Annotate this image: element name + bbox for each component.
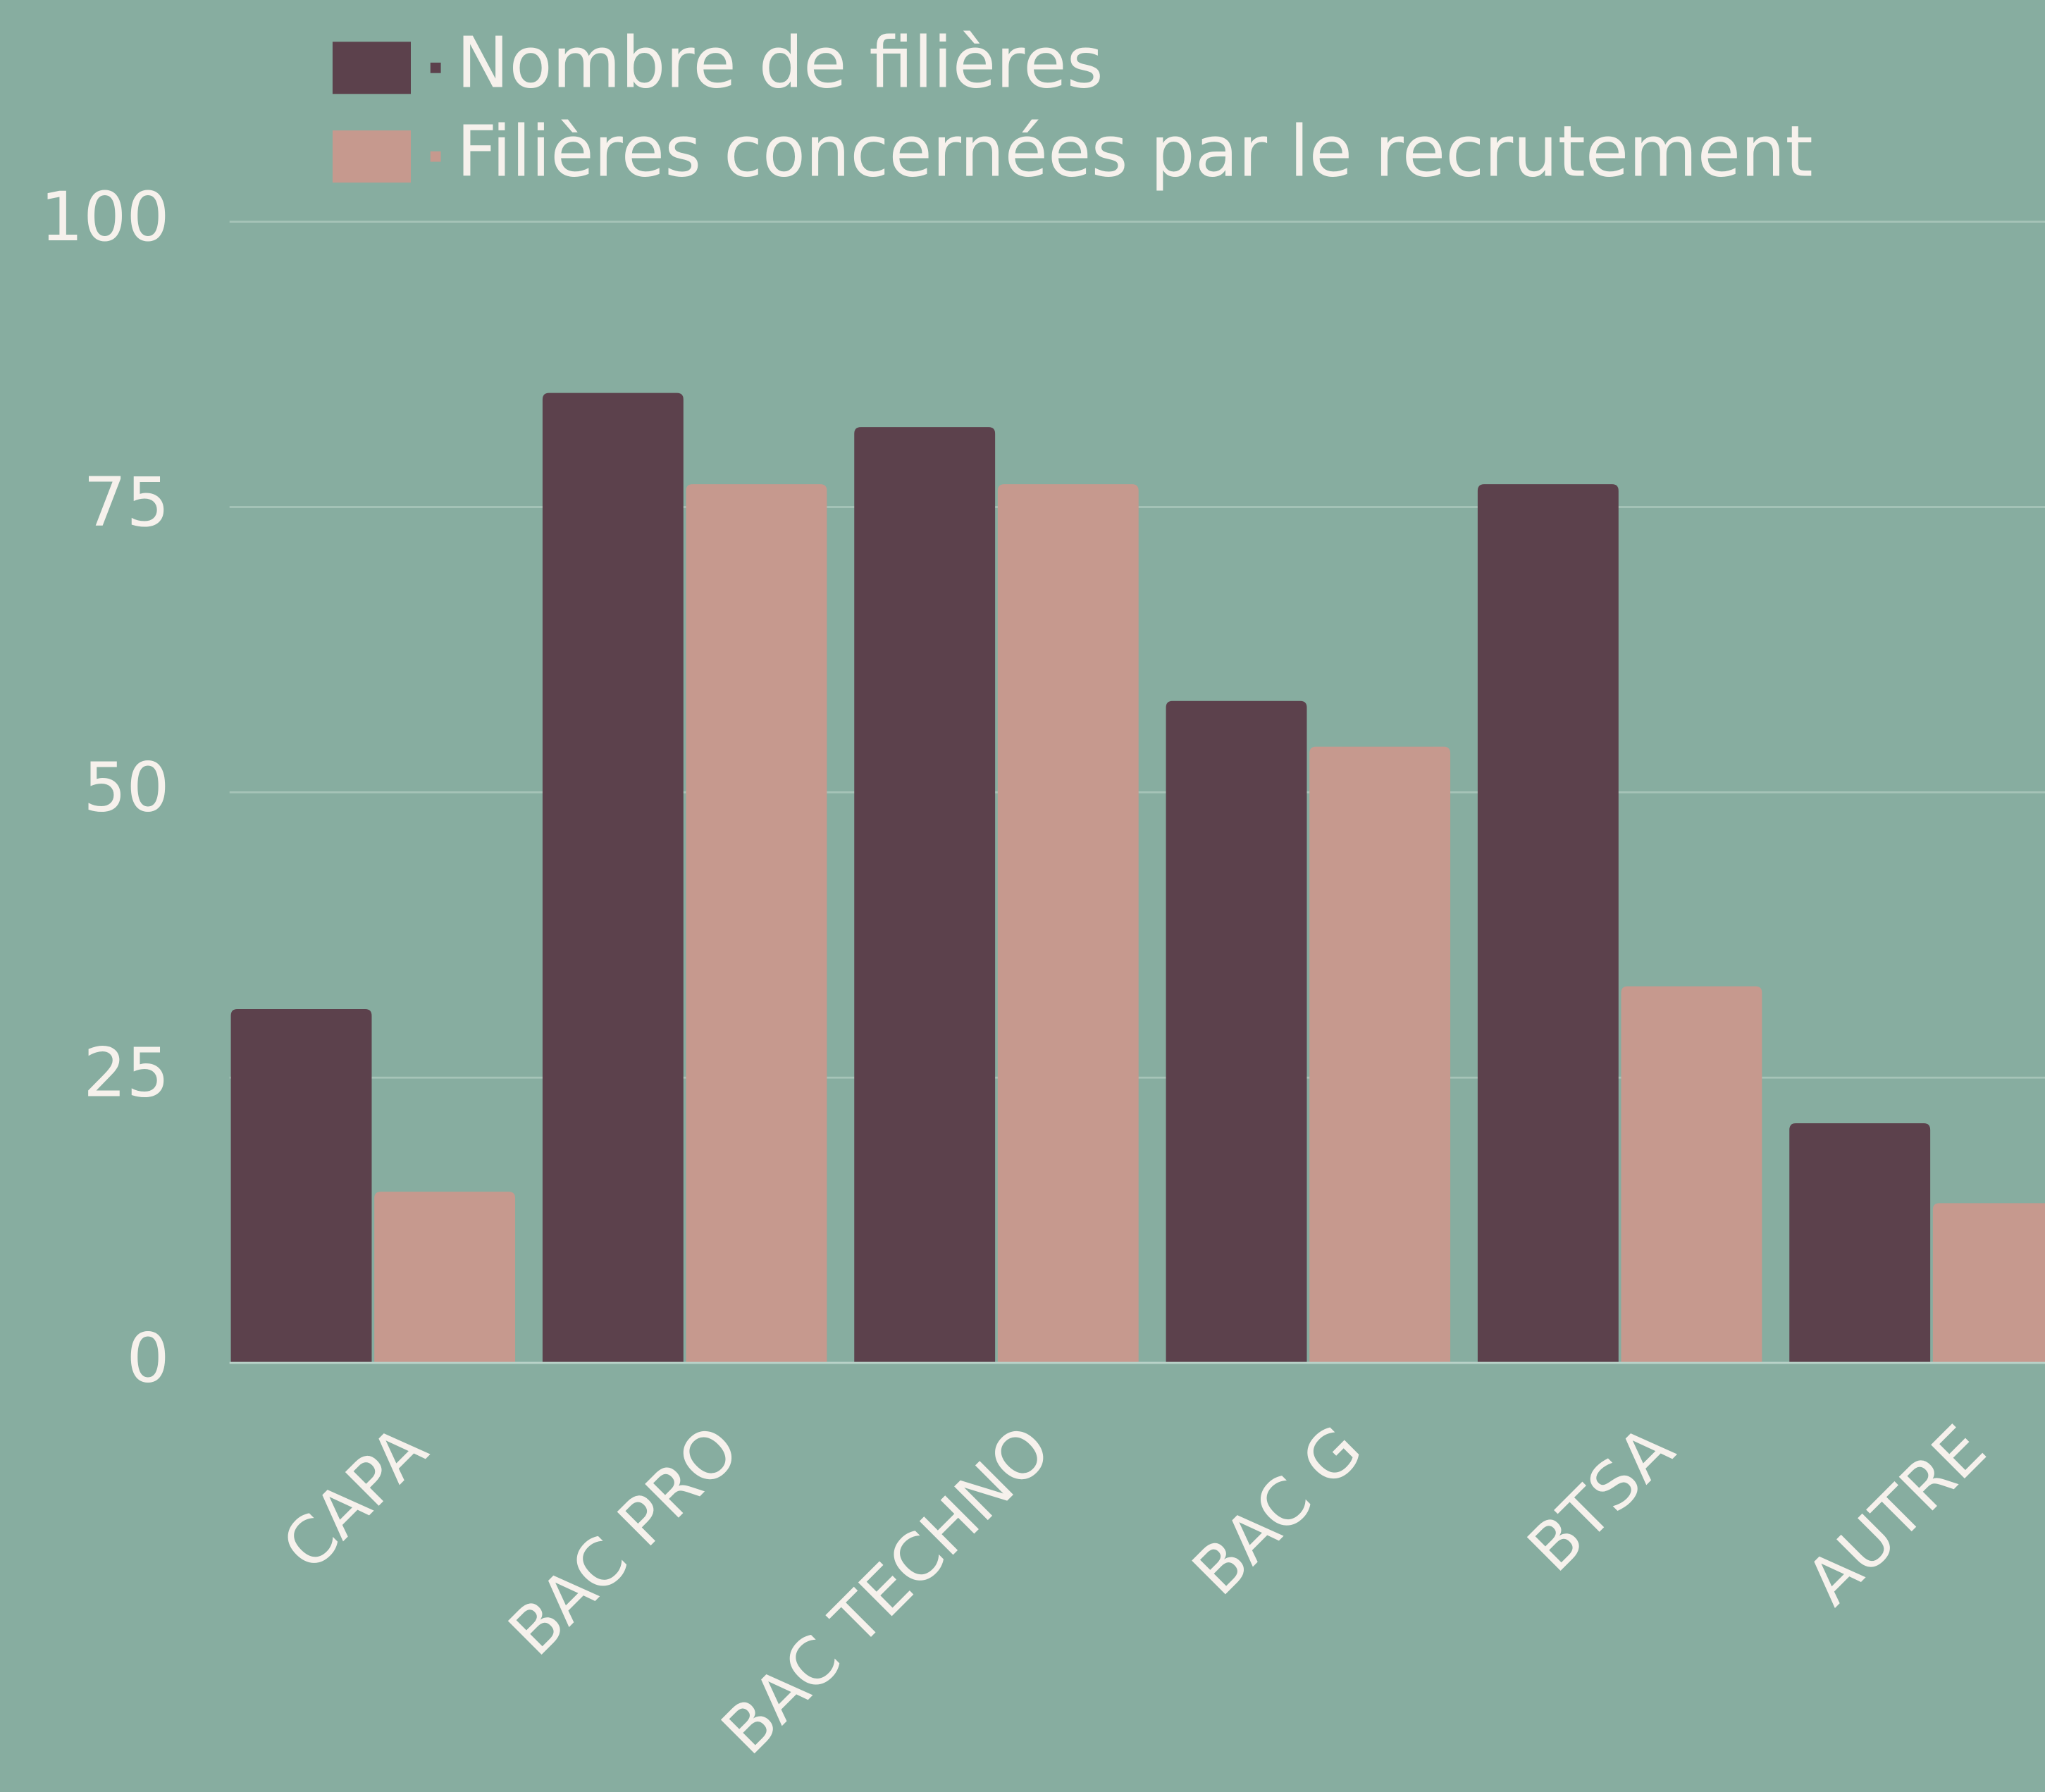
y-tick-label: 0: [126, 1318, 169, 1397]
y-tick-label: 100: [40, 178, 170, 257]
bar: [1309, 746, 1451, 1364]
y-tick-label: 75: [83, 463, 169, 542]
bar: [542, 393, 684, 1364]
legend-dot: [430, 151, 441, 162]
bar: [1166, 700, 1307, 1364]
bar: [997, 484, 1139, 1364]
bar: [230, 1009, 372, 1364]
legend-swatch: [332, 42, 411, 94]
y-tick-label: 25: [83, 1034, 169, 1113]
bar: [686, 484, 827, 1364]
legend-dot: [430, 62, 441, 73]
bar: [1477, 484, 1619, 1364]
bar: [854, 427, 996, 1364]
y-tick-label: 50: [83, 748, 169, 827]
legend-label: Nombre de filières: [457, 22, 1104, 104]
bar: [1621, 986, 1762, 1364]
legend-swatch: [332, 130, 411, 183]
legend-label: Filières concernées par le recrutement: [457, 110, 1813, 192]
bar: [1932, 1203, 2045, 1364]
bar: [374, 1192, 516, 1364]
bar: [1789, 1123, 1931, 1364]
